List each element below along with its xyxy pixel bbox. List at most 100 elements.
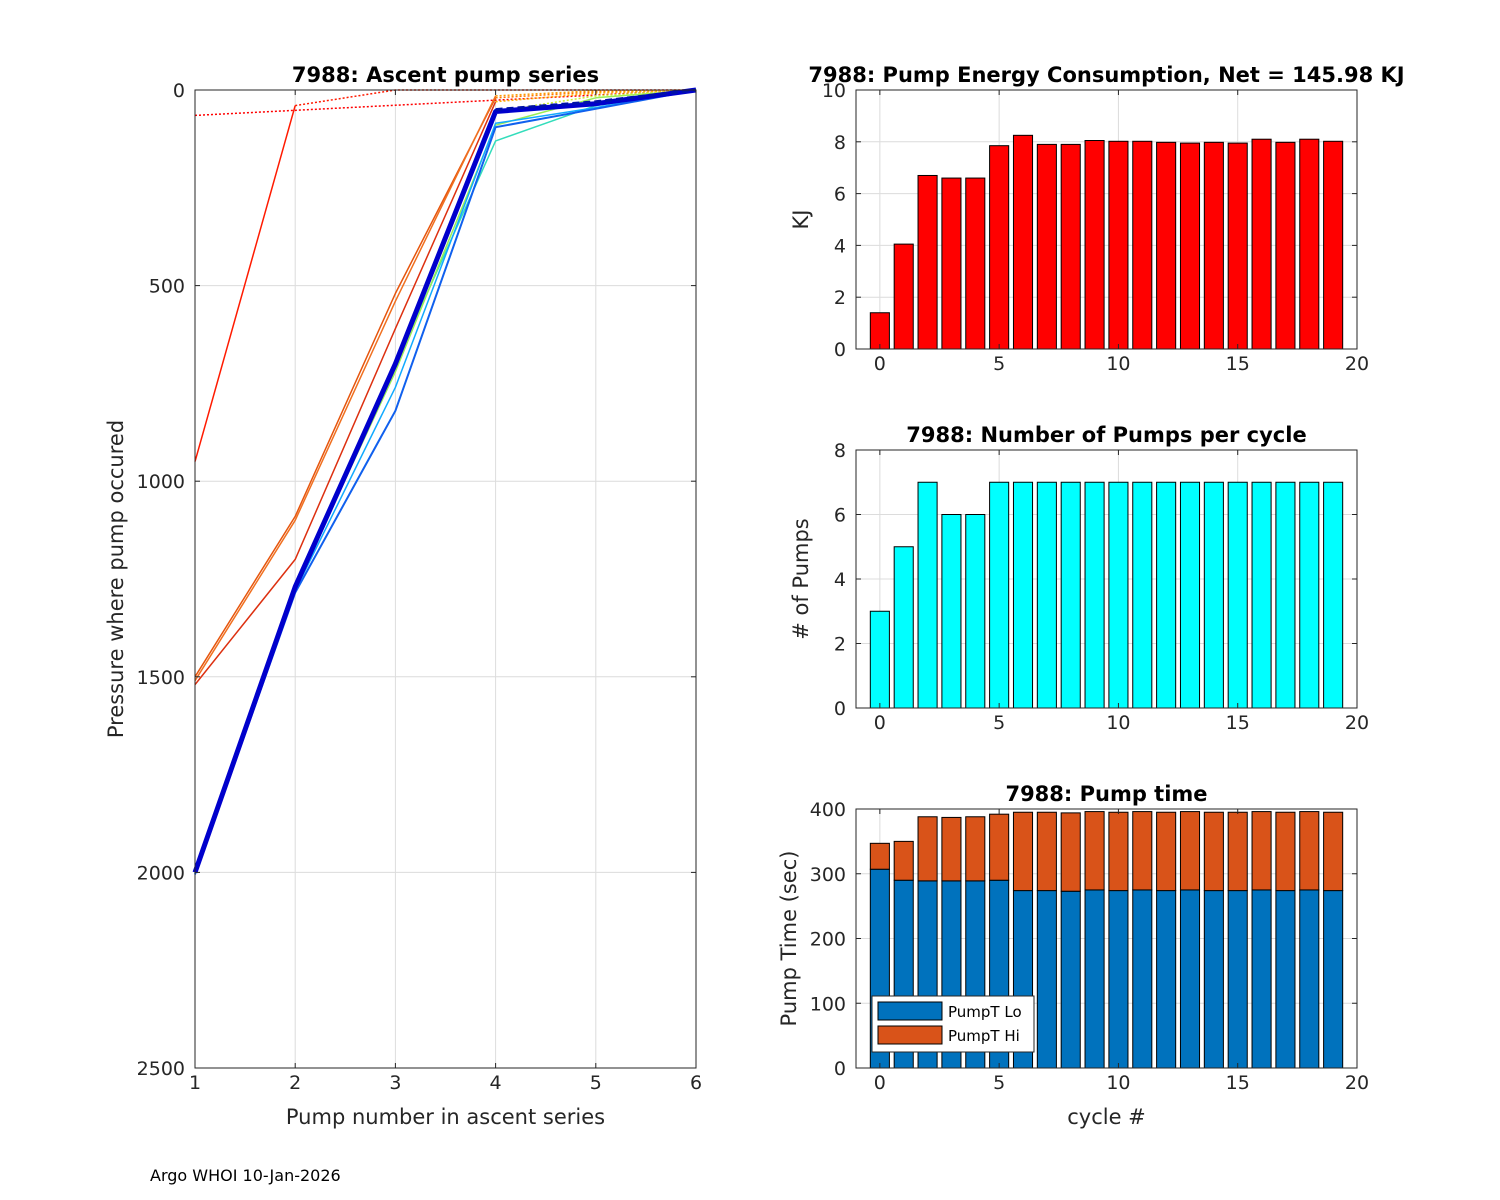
bar (917, 174, 938, 350)
series-line (192, 87, 697, 874)
y-tick-label: 4 (834, 235, 846, 257)
x-tick-label: 1 (189, 1072, 201, 1094)
pumps-per-cycle-chart: 0 5 10 15 20 0 2 4 6 8 7988: Number of Pumps per c… (789, 423, 1369, 734)
bar (1156, 141, 1177, 350)
bar-pumpt-lo (1275, 890, 1296, 1069)
y-tick-label: 400 (810, 799, 846, 821)
bar-pumpt-lo (1251, 889, 1272, 1069)
bar (869, 610, 890, 709)
bar (893, 243, 914, 350)
bar (1179, 481, 1201, 709)
legend: PumpT Lo PumpT Hi (871, 995, 1035, 1053)
y-tick-label: 1500 (137, 667, 185, 689)
bar (1203, 481, 1224, 709)
bar-pumpt-hi (893, 840, 914, 881)
bar (1299, 138, 1320, 350)
series-line (194, 97, 497, 678)
plot-area (856, 90, 1357, 349)
axes-frame (194, 89, 697, 1069)
y-tick-label: 10 (822, 80, 846, 102)
bar (941, 177, 962, 350)
bar-pumpt-hi (1108, 811, 1129, 892)
bar-pumpt-lo (1156, 890, 1177, 1069)
y-tick-label: 500 (149, 276, 185, 298)
bar-pumpt-lo (1036, 890, 1057, 1069)
bar-pumpt-lo (1108, 890, 1129, 1069)
bar-pumpt-hi (1156, 811, 1177, 892)
bar-pumpt-hi (1179, 811, 1201, 891)
y-axis-label: # of Pumps (789, 518, 813, 640)
axes-frame (855, 89, 1358, 350)
bar-pumpt-hi (989, 813, 1010, 881)
x-tick-label: 0 (874, 353, 886, 375)
bar-pumpt-hi (1060, 812, 1081, 892)
bar (965, 177, 986, 350)
bar (1179, 142, 1201, 350)
bar (869, 312, 890, 350)
bar-pumpt-lo (1227, 890, 1248, 1069)
bar-pumpt-hi (941, 816, 962, 882)
bar (1036, 481, 1057, 709)
bar (1132, 140, 1153, 350)
legend-label: PumpT Lo (948, 1003, 1022, 1021)
x-tick-label: 3 (389, 1072, 401, 1094)
bar-pumpt-lo (1084, 889, 1105, 1069)
bar (1084, 140, 1105, 350)
y-axis-label: Pump Time (sec) (777, 851, 801, 1027)
y-tick-label: 4 (834, 569, 846, 591)
series-line (194, 101, 497, 686)
bar-pumpt-hi (965, 816, 986, 882)
bar (1299, 481, 1320, 709)
x-tick-label: 15 (1226, 353, 1250, 375)
x-tick-label: 10 (1106, 1072, 1130, 1094)
x-tick-label: 15 (1226, 712, 1250, 734)
y-tick-label: 0 (834, 1058, 846, 1080)
bar-pumpt-hi (1323, 811, 1344, 892)
bar-pumpt-hi (1084, 811, 1105, 891)
y-tick-label: 6 (834, 505, 846, 527)
x-tick-label: 2 (289, 1072, 301, 1094)
y-tick-label: 300 (810, 864, 846, 886)
bar (1012, 481, 1034, 709)
x-tick-label: 4 (490, 1072, 502, 1094)
bar (1012, 134, 1034, 350)
x-tick-label: 10 (1106, 353, 1130, 375)
bar (965, 514, 986, 709)
bar (1227, 142, 1248, 350)
y-tick-label: 0 (834, 698, 846, 720)
bar (893, 546, 914, 709)
y-tick-label: 100 (810, 993, 846, 1015)
x-tick-label: 15 (1226, 1072, 1250, 1094)
bar (1323, 140, 1344, 350)
x-tick-label: 5 (993, 1072, 1005, 1094)
bar (941, 514, 962, 709)
legend-swatch (877, 1001, 943, 1021)
bar (1275, 141, 1296, 350)
x-tick-label: 0 (874, 712, 886, 734)
bar-pumpt-lo (1299, 889, 1320, 1069)
y-tick-label: 2 (834, 287, 846, 309)
bar-pumpt-hi (1132, 811, 1153, 891)
bar (917, 481, 938, 709)
bar (1108, 140, 1129, 350)
bar (1251, 138, 1272, 350)
bar-pumpt-hi (1299, 811, 1320, 891)
bar (989, 145, 1010, 350)
x-tick-label: 6 (690, 1072, 702, 1094)
x-tick-label: 5 (590, 1072, 602, 1094)
series-line (194, 105, 296, 462)
y-tick-label: 2000 (137, 862, 185, 884)
bar (1156, 481, 1177, 709)
y-axis-label: Pressure where pump occured (104, 420, 128, 738)
bar-pumpt-hi (1275, 811, 1296, 892)
x-axis-label: cycle # (1067, 1105, 1146, 1129)
bar-pumpt-hi (917, 816, 938, 882)
bar-pumpt-hi (1036, 811, 1057, 892)
bar-pumpt-hi (869, 842, 890, 870)
bar-pumpt-lo (1203, 890, 1224, 1069)
bar (1275, 481, 1296, 709)
bar-pumpt-lo (1132, 889, 1153, 1069)
